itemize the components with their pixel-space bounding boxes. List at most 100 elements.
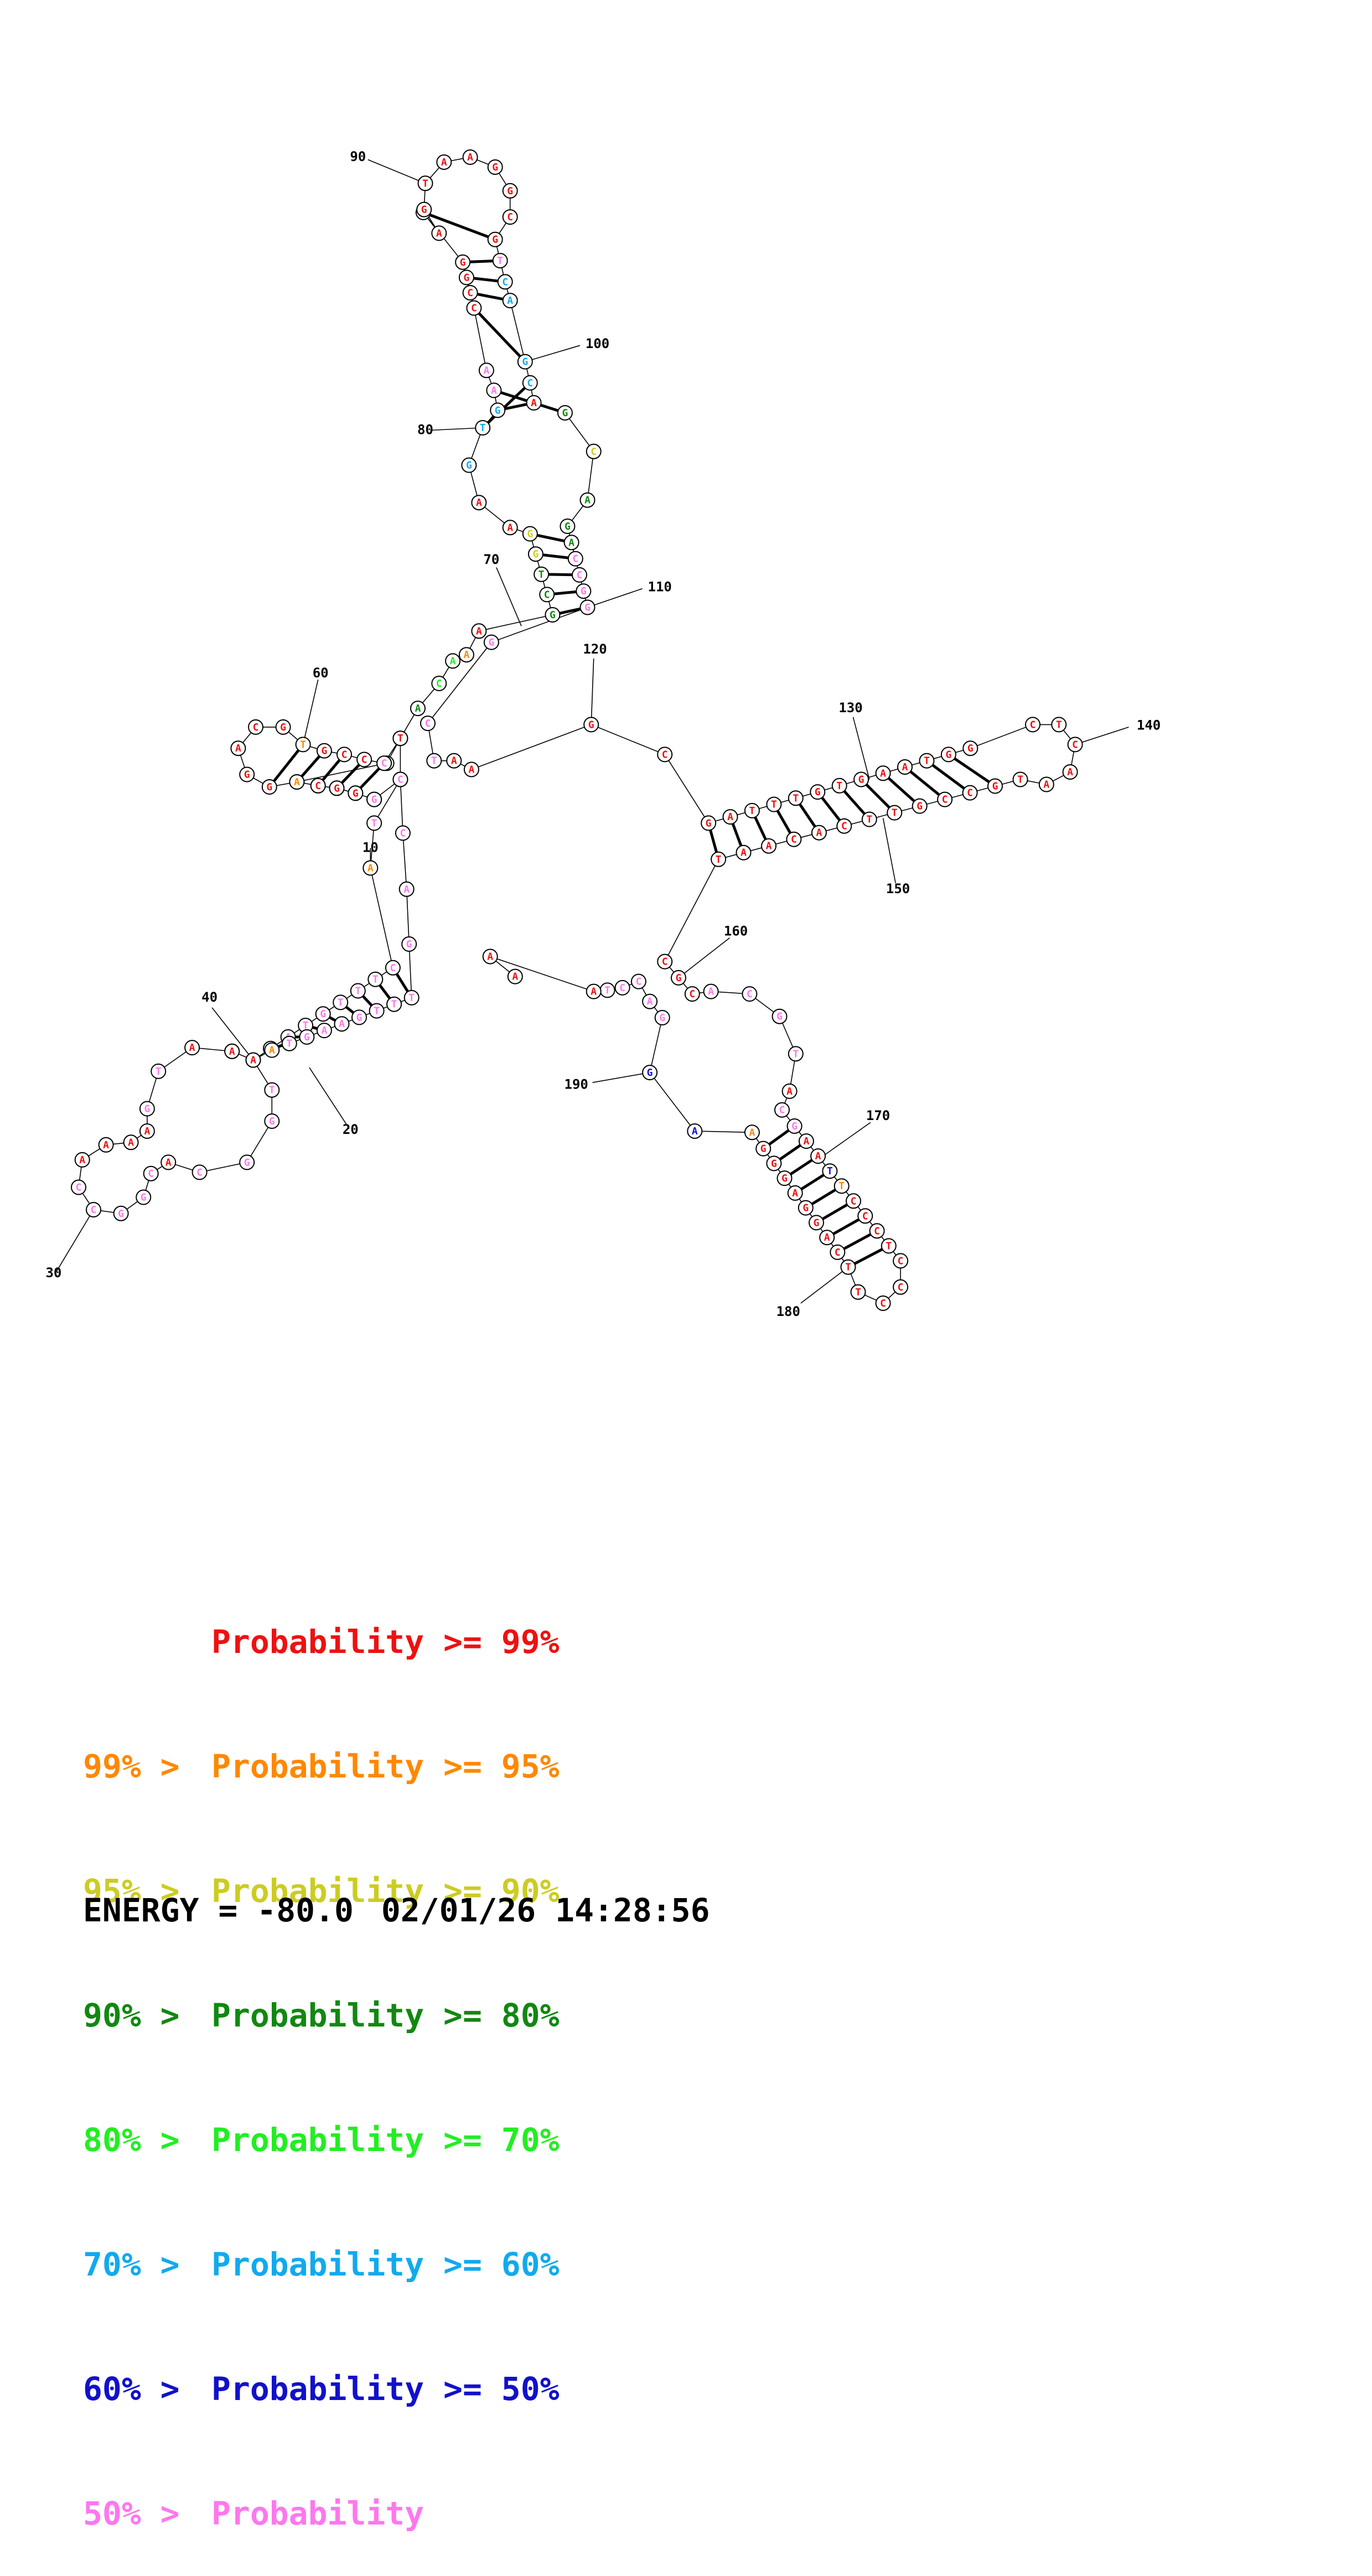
nucleotide-base: G	[858, 774, 864, 786]
nucleotide-circle	[363, 860, 379, 876]
nucleotide-28: C	[86, 1202, 101, 1217]
legend-row-6: 70% > Probability >= 60%	[83, 2244, 560, 2285]
nucleotide-circle	[766, 1155, 782, 1172]
nucleotide-circle	[336, 747, 352, 763]
index-tick-80	[430, 427, 483, 431]
legend-left: 90% >	[83, 1997, 199, 2034]
nucleotide-60: A	[230, 740, 246, 756]
nucleotide-circle	[811, 825, 827, 841]
nucleotide-base: C	[467, 287, 473, 299]
nucleotide-circle	[657, 953, 673, 970]
nucleotide-142: C	[962, 785, 978, 801]
nucleotide-circle	[351, 1009, 367, 1025]
nucleotide-circle	[431, 225, 447, 241]
nucleotide-base: C	[253, 722, 259, 733]
nucleotide-27: G	[113, 1205, 129, 1221]
nucleotide-circle	[772, 1008, 788, 1024]
nucleotide-32: A	[123, 1134, 139, 1150]
nucleotide-base: T	[269, 1085, 275, 1096]
nucleotide-base: C	[390, 962, 396, 974]
nucleotide-base: G	[321, 745, 327, 757]
nucleotide-44: A	[334, 1016, 350, 1032]
nucleotide-62: G	[275, 719, 291, 735]
probability-legend: Probability >= 99% 99% > Probability >= …	[83, 1538, 560, 2576]
nucleotide-circle	[275, 719, 291, 735]
nucleotide-183: G	[755, 1141, 772, 1157]
nucleotide-circle	[701, 815, 717, 831]
nucleotide-95: A	[462, 149, 478, 165]
nucleotide-170: T	[881, 1238, 897, 1254]
nucleotide-189: C	[630, 973, 646, 989]
nucleotide-141: G	[987, 778, 1003, 794]
nucleotide-base: G	[460, 257, 466, 268]
nucleotide-base: C	[851, 1195, 857, 1207]
nucleotide-base: G	[815, 786, 821, 798]
nucleotide-circle	[184, 1040, 200, 1056]
nucleotide-84: A	[486, 382, 502, 398]
nucleotide-58: G	[261, 779, 277, 795]
nucleotide-base: A	[79, 1154, 85, 1166]
nucleotide-circle	[819, 1230, 835, 1246]
nucleotide-base: G	[581, 585, 587, 597]
nucleotide-circle	[502, 183, 518, 199]
nucleotide-80: A	[471, 495, 487, 511]
nucleotide-154: G	[671, 970, 686, 986]
nucleotide-123: A	[722, 809, 738, 825]
nucleotide-118: A	[446, 753, 462, 769]
index-tick-30	[55, 1209, 94, 1273]
nucleotide-circle	[940, 747, 956, 763]
index-tick-150	[882, 818, 896, 883]
nucleotide-base: A	[367, 863, 374, 874]
nucleotide-circle	[417, 175, 433, 191]
nucleotide-circle	[869, 1223, 885, 1239]
nucleotide-base: A	[824, 1232, 830, 1243]
nucleotide-circle	[1062, 764, 1078, 780]
nucleotide-base: C	[507, 211, 513, 223]
nucleotide-base: C	[791, 834, 797, 846]
nucleotide-base: A	[766, 841, 772, 852]
energy-footer: ENERGY = -80.0 02/01/26 14:28:56	[83, 1891, 738, 1929]
nucleotide-circle	[329, 780, 345, 796]
nucleotide-circle	[497, 274, 513, 290]
nucleotide-base: T	[397, 733, 403, 744]
nucleotide-base: T	[422, 178, 428, 189]
nucleotide-circle	[875, 1295, 891, 1311]
nucleotide-circle	[348, 785, 364, 801]
nucleotide-166: T	[833, 1178, 850, 1194]
nucleotide-122: G	[701, 815, 717, 831]
nucleotide-base: G	[244, 1157, 250, 1168]
nucleotide-105: A	[526, 395, 542, 411]
nucleotide-113: G	[576, 583, 592, 599]
nucleotide-circle	[787, 1185, 803, 1201]
nucleotide-circle	[1038, 776, 1054, 792]
nucleotide-101: C	[497, 274, 513, 290]
nucleotide-12: T	[367, 971, 384, 987]
nucleotide-177: A	[819, 1230, 835, 1246]
nucleotide-104: C	[522, 375, 538, 391]
nucleotide-128: T	[831, 778, 847, 794]
nucleotide-base: T	[836, 780, 842, 792]
legend-left: 50% >	[83, 2495, 199, 2532]
nucleotide-168: C	[857, 1208, 873, 1224]
nucleotide-circle	[526, 395, 542, 411]
nucleotide-circle	[912, 798, 928, 814]
nucleotide-72: A	[458, 647, 474, 663]
nucleotide-48: T	[403, 989, 420, 1005]
nucleotide-9: T	[366, 815, 382, 831]
legend-left: 95% >	[83, 1872, 199, 1910]
nucleotide-base: A	[815, 1150, 821, 1162]
nucleotide-179: G	[798, 1200, 814, 1216]
index-label-110: 110	[648, 579, 672, 595]
nucleotide-base: A	[128, 1137, 134, 1148]
nucleotide-base: C	[577, 569, 583, 581]
nucleotide-186: G	[642, 1065, 658, 1081]
nucleotide-153: C	[657, 953, 673, 970]
nucleotide-51: C	[395, 825, 411, 841]
nucleotide-14: T	[333, 994, 349, 1010]
nucleotide-circle	[840, 1259, 856, 1275]
nucleotide-circle	[937, 791, 953, 807]
nucleotide-base: A	[1043, 779, 1049, 791]
nucleotide-circle	[143, 1165, 159, 1181]
index-tick-layer: 10 20 30 40 60 70 80 90 100 110 120 130 140 150 160 170…	[45, 149, 1161, 1319]
nucleotide-91: A	[431, 225, 447, 241]
